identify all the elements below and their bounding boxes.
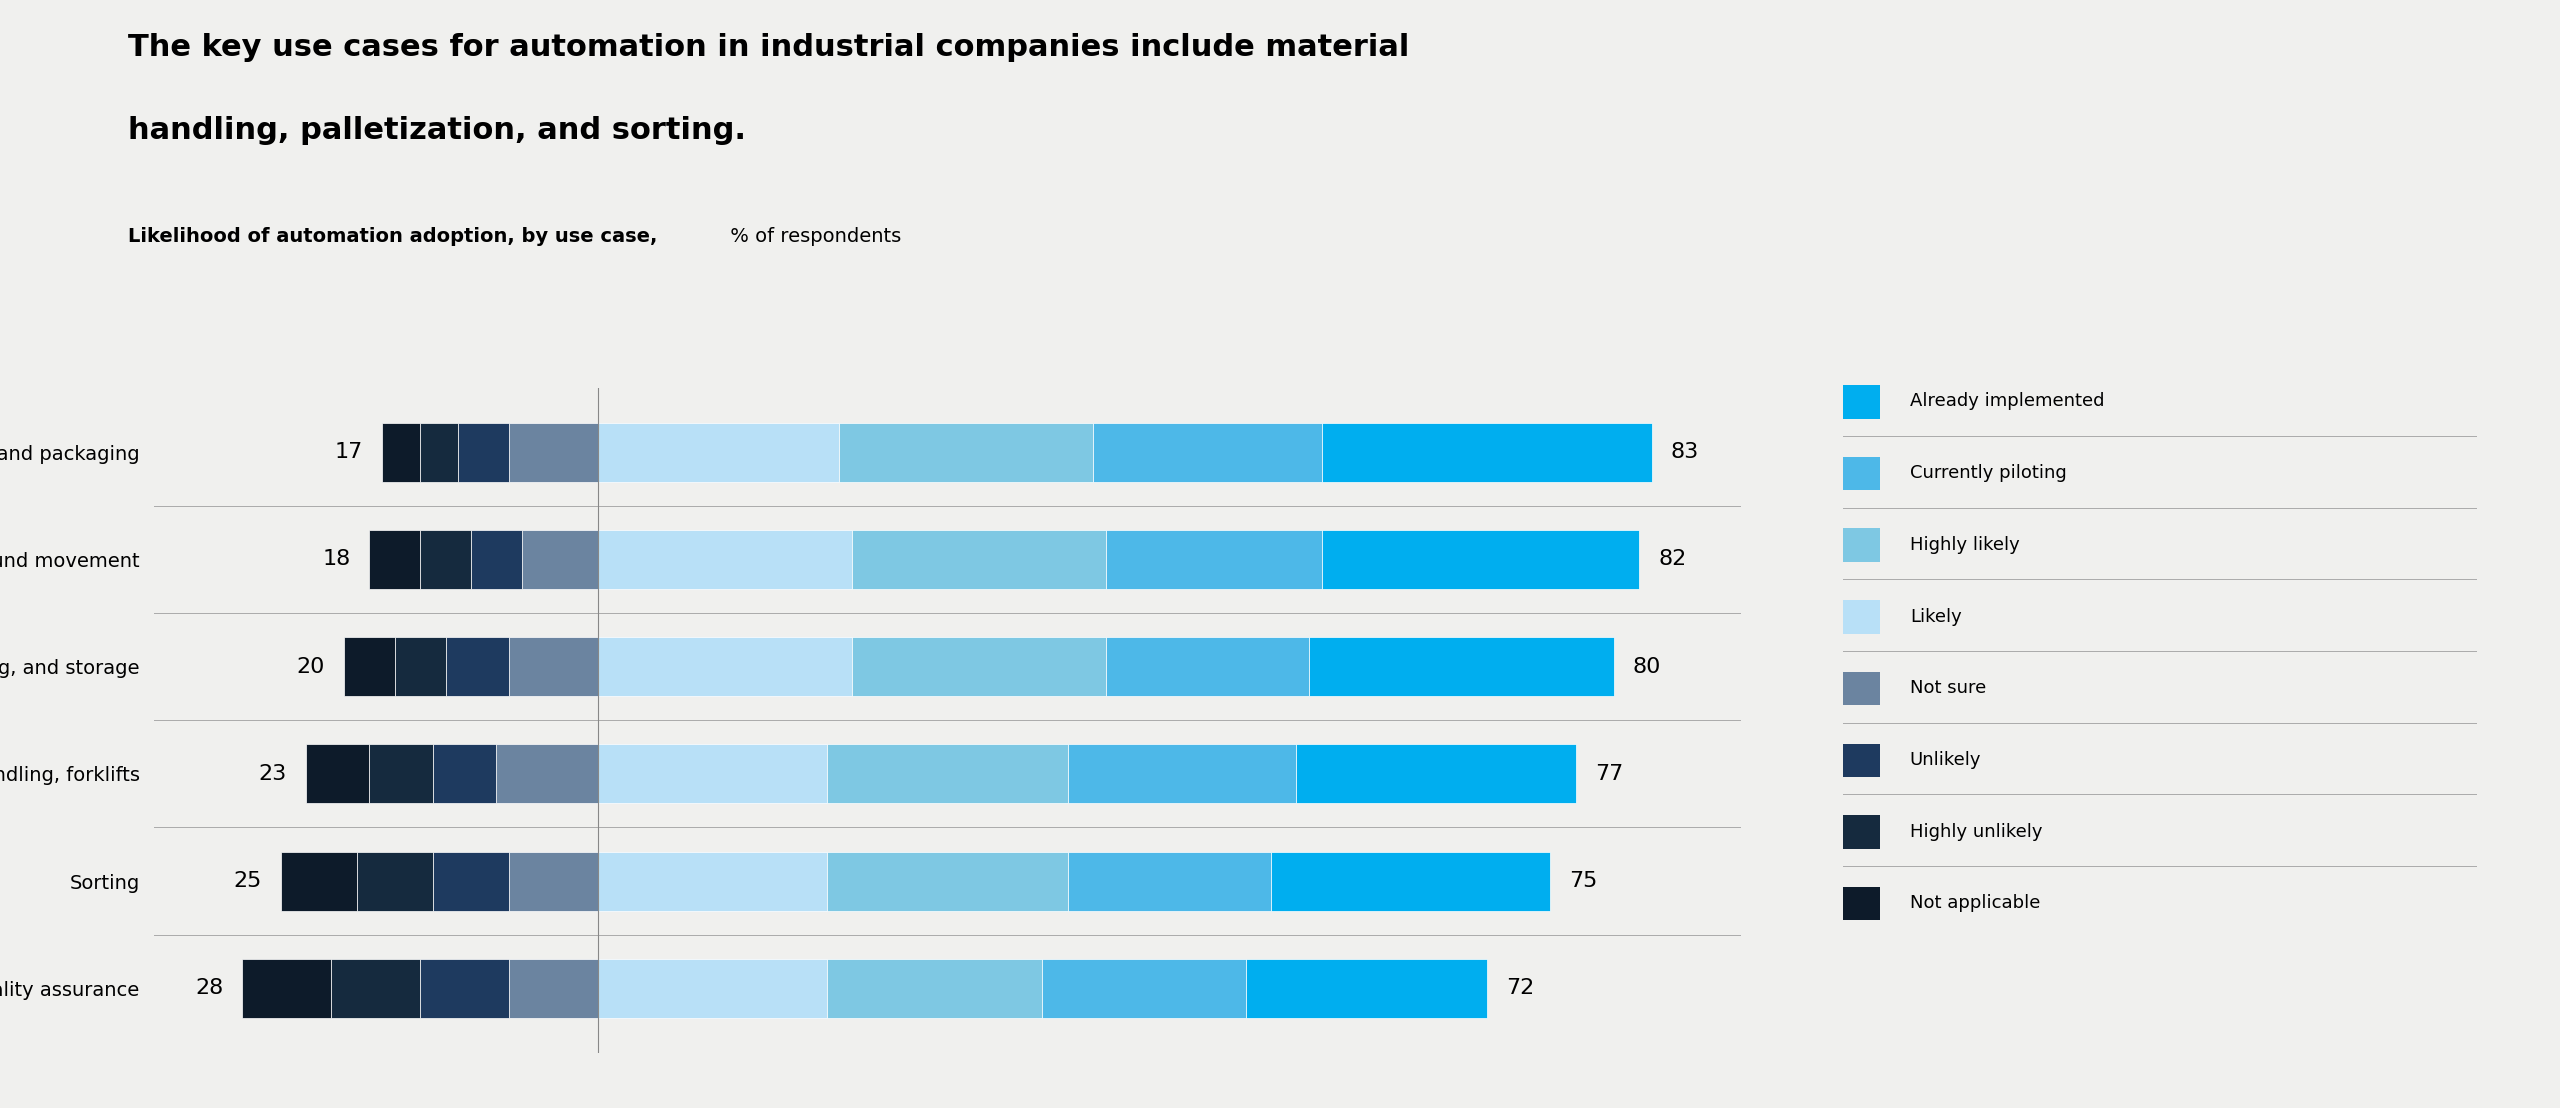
Text: 17: 17 bbox=[335, 442, 364, 462]
Bar bbox=[1843, 815, 1879, 849]
Bar bbox=[420, 958, 509, 1018]
Bar bbox=[1093, 422, 1321, 482]
Bar bbox=[307, 745, 369, 803]
Bar bbox=[381, 422, 420, 482]
Bar bbox=[1295, 745, 1577, 803]
Text: Likely: Likely bbox=[1910, 607, 1961, 626]
Bar bbox=[852, 530, 1106, 588]
Bar bbox=[1843, 456, 1879, 490]
Bar bbox=[599, 745, 827, 803]
Bar bbox=[471, 530, 522, 588]
Bar bbox=[1321, 530, 1638, 588]
Text: % of respondents: % of respondents bbox=[724, 227, 901, 246]
Text: Unlikely: Unlikely bbox=[1910, 751, 1981, 769]
Bar bbox=[356, 852, 433, 911]
Text: Already implemented: Already implemented bbox=[1910, 392, 2104, 410]
Bar bbox=[282, 852, 356, 911]
Bar bbox=[445, 637, 509, 696]
Bar bbox=[1843, 886, 1879, 921]
Bar bbox=[827, 745, 1068, 803]
Bar bbox=[522, 530, 599, 588]
Text: Likelihood of automation adoption, by use case,: Likelihood of automation adoption, by us… bbox=[128, 227, 658, 246]
Bar bbox=[330, 958, 420, 1018]
Bar bbox=[1843, 743, 1879, 777]
Text: Currently piloting: Currently piloting bbox=[1910, 464, 2066, 482]
Text: 75: 75 bbox=[1569, 871, 1597, 891]
Text: 77: 77 bbox=[1595, 763, 1623, 783]
Bar bbox=[1270, 852, 1551, 911]
Bar bbox=[827, 852, 1068, 911]
Bar bbox=[369, 745, 433, 803]
Text: 83: 83 bbox=[1672, 442, 1700, 462]
Bar bbox=[509, 852, 599, 911]
Bar bbox=[433, 745, 497, 803]
Bar bbox=[1247, 958, 1487, 1018]
Text: 18: 18 bbox=[323, 550, 351, 570]
Bar bbox=[1106, 530, 1321, 588]
Bar bbox=[497, 745, 599, 803]
Bar bbox=[1308, 637, 1613, 696]
Bar bbox=[509, 958, 599, 1018]
Bar bbox=[433, 852, 509, 911]
Text: Highly unlikely: Highly unlikely bbox=[1910, 822, 2043, 841]
Bar bbox=[599, 852, 827, 911]
Bar bbox=[509, 637, 599, 696]
Text: 23: 23 bbox=[259, 763, 287, 783]
Bar bbox=[840, 422, 1093, 482]
Bar bbox=[1068, 852, 1270, 911]
Bar bbox=[1321, 422, 1651, 482]
Text: handling, palletization, and sorting.: handling, palletization, and sorting. bbox=[128, 116, 745, 145]
Text: 20: 20 bbox=[297, 657, 325, 677]
Bar bbox=[369, 530, 420, 588]
Bar bbox=[509, 422, 599, 482]
Bar bbox=[1843, 529, 1879, 562]
Text: Not sure: Not sure bbox=[1910, 679, 1987, 697]
Bar bbox=[1843, 601, 1879, 634]
Bar bbox=[1068, 745, 1295, 803]
Text: 28: 28 bbox=[195, 978, 223, 998]
Bar bbox=[1843, 671, 1879, 706]
Bar bbox=[1106, 637, 1308, 696]
Bar bbox=[243, 958, 330, 1018]
Bar bbox=[394, 637, 445, 696]
Bar bbox=[599, 422, 840, 482]
Bar bbox=[852, 637, 1106, 696]
Text: Highly likely: Highly likely bbox=[1910, 536, 2020, 554]
Bar bbox=[1042, 958, 1247, 1018]
Text: 72: 72 bbox=[1505, 978, 1533, 998]
Text: 82: 82 bbox=[1659, 550, 1687, 570]
Bar bbox=[420, 530, 471, 588]
Text: 80: 80 bbox=[1633, 657, 1661, 677]
Text: Not applicable: Not applicable bbox=[1910, 894, 2040, 912]
Bar bbox=[599, 958, 827, 1018]
Bar bbox=[343, 637, 394, 696]
Bar bbox=[1843, 386, 1879, 419]
Bar bbox=[599, 637, 852, 696]
Bar bbox=[458, 422, 509, 482]
Text: 25: 25 bbox=[233, 871, 261, 891]
Bar bbox=[827, 958, 1042, 1018]
Bar bbox=[599, 530, 852, 588]
Text: The key use cases for automation in industrial companies include material: The key use cases for automation in indu… bbox=[128, 33, 1411, 62]
Bar bbox=[420, 422, 458, 482]
